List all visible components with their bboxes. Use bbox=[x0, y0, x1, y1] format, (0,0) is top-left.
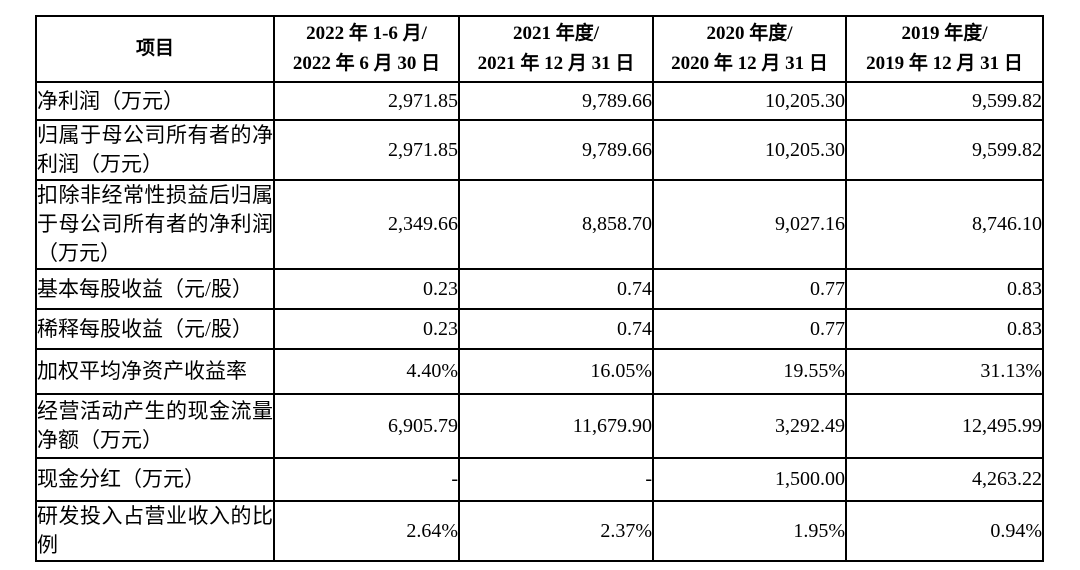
value-cell: - bbox=[458, 457, 654, 502]
value-cell: 0.83 bbox=[845, 268, 1044, 310]
table-row-net-profit: 净利润（万元） 2,971.85 9,789.66 10,205.30 9,59… bbox=[35, 81, 1044, 121]
value-cell: 9,599.82 bbox=[845, 81, 1044, 121]
header-row: 项目 2022 年 1-6 月/ 2022 年 6 月 30 日 2021 年度… bbox=[35, 15, 1044, 83]
table-row-cash-dividend: 现金分红（万元） - - 1,500.00 4,263.22 bbox=[35, 457, 1044, 502]
header-item-column: 项目 bbox=[35, 15, 275, 83]
value-cell: 16.05% bbox=[458, 348, 654, 395]
table-row-basic-eps: 基本每股收益（元/股） 0.23 0.74 0.77 0.83 bbox=[35, 268, 1044, 310]
value-cell: 0.94% bbox=[845, 500, 1044, 562]
value-cell: 4.40% bbox=[273, 348, 460, 395]
document-page: 项目 2022 年 1-6 月/ 2022 年 6 月 30 日 2021 年度… bbox=[0, 15, 1080, 570]
value-cell: 2,971.85 bbox=[273, 119, 460, 181]
value-cell: 3,292.49 bbox=[652, 393, 847, 459]
value-cell: 1.95% bbox=[652, 500, 847, 562]
table-row-operating-cash-flow: 经营活动产生的现金流量净额（万元） 6,905.79 11,679.90 3,2… bbox=[35, 393, 1044, 459]
row-label: 经营活动产生的现金流量净额（万元） bbox=[35, 393, 275, 459]
value-cell: 8,858.70 bbox=[458, 179, 654, 270]
value-cell: 8,746.10 bbox=[845, 179, 1044, 270]
table-row-parent-net-profit: 归属于母公司所有者的净利润（万元） 2,971.85 9,789.66 10,2… bbox=[35, 119, 1044, 181]
table-row-deducted-net-profit: 扣除非经常性损益后归属于母公司所有者的净利润（万元） 2,349.66 8,85… bbox=[35, 179, 1044, 270]
value-cell: 4,263.22 bbox=[845, 457, 1044, 502]
value-cell: 10,205.30 bbox=[652, 81, 847, 121]
header-period-2021: 2021 年度/ 2021 年 12 月 31 日 bbox=[458, 15, 654, 83]
value-cell: 31.13% bbox=[845, 348, 1044, 395]
value-cell: 1,500.00 bbox=[652, 457, 847, 502]
value-cell: 2,349.66 bbox=[273, 179, 460, 270]
value-cell: 12,495.99 bbox=[845, 393, 1044, 459]
financial-summary-table: 项目 2022 年 1-6 月/ 2022 年 6 月 30 日 2021 年度… bbox=[35, 15, 1044, 562]
value-cell: 10,205.30 bbox=[652, 119, 847, 181]
row-label: 净利润（万元） bbox=[35, 81, 275, 121]
value-cell: - bbox=[273, 457, 460, 502]
value-cell: 0.74 bbox=[458, 308, 654, 350]
row-label: 基本每股收益（元/股） bbox=[35, 268, 275, 310]
header-period-2022: 2022 年 1-6 月/ 2022 年 6 月 30 日 bbox=[273, 15, 460, 83]
value-cell: 19.55% bbox=[652, 348, 847, 395]
value-cell: 0.83 bbox=[845, 308, 1044, 350]
row-label: 加权平均净资产收益率 bbox=[35, 348, 275, 395]
table-row-diluted-eps: 稀释每股收益（元/股） 0.23 0.74 0.77 0.83 bbox=[35, 308, 1044, 350]
value-cell: 9,789.66 bbox=[458, 119, 654, 181]
value-cell: 6,905.79 bbox=[273, 393, 460, 459]
header-period-2019: 2019 年度/ 2019 年 12 月 31 日 bbox=[845, 15, 1044, 83]
value-cell: 0.23 bbox=[273, 308, 460, 350]
value-cell: 2.37% bbox=[458, 500, 654, 562]
value-cell: 9,027.16 bbox=[652, 179, 847, 270]
row-label: 稀释每股收益（元/股） bbox=[35, 308, 275, 350]
row-label: 扣除非经常性损益后归属于母公司所有者的净利润（万元） bbox=[35, 179, 275, 270]
value-cell: 0.77 bbox=[652, 268, 847, 310]
table-row-rd-expense-ratio: 研发投入占营业收入的比例 2.64% 2.37% 1.95% 0.94% bbox=[35, 500, 1044, 562]
table-row-weighted-avg-roe: 加权平均净资产收益率 4.40% 16.05% 19.55% 31.13% bbox=[35, 348, 1044, 395]
header-item-label: 项目 bbox=[135, 38, 174, 59]
row-label: 归属于母公司所有者的净利润（万元） bbox=[35, 119, 275, 181]
value-cell: 2.64% bbox=[273, 500, 460, 562]
row-label: 现金分红（万元） bbox=[35, 457, 275, 502]
value-cell: 0.77 bbox=[652, 308, 847, 350]
value-cell: 2,971.85 bbox=[273, 81, 460, 121]
value-cell: 0.74 bbox=[458, 268, 654, 310]
value-cell: 9,599.82 bbox=[845, 119, 1044, 181]
header-period-2020: 2020 年度/ 2020 年 12 月 31 日 bbox=[652, 15, 847, 83]
row-label: 研发投入占营业收入的比例 bbox=[35, 500, 275, 562]
value-cell: 0.23 bbox=[273, 268, 460, 310]
value-cell: 9,789.66 bbox=[458, 81, 654, 121]
value-cell: 11,679.90 bbox=[458, 393, 654, 459]
